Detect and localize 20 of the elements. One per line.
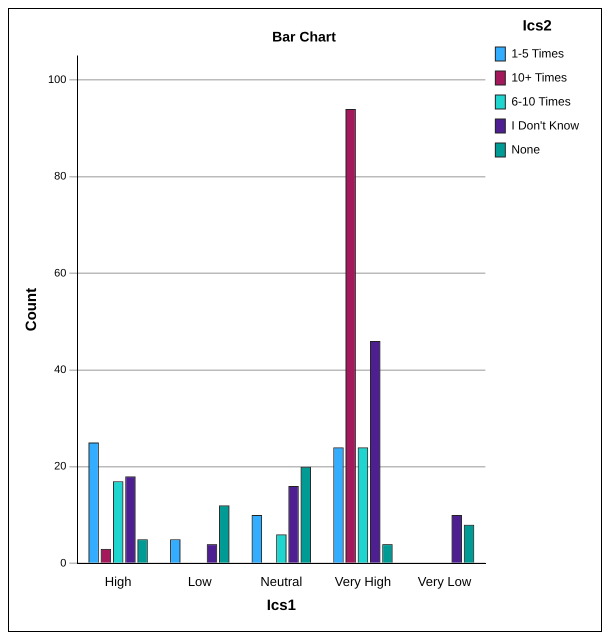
legend-label: 10+ Times [511,70,568,84]
legend-label: I Don't Know [511,118,580,132]
x-tick-label: Neutral [260,574,302,589]
y-tick-label: 60 [54,267,66,280]
x-tick-label: High [104,574,132,589]
y-axis-title: Count [23,288,40,332]
chart-title: Bar Chart [272,28,336,44]
x-tick-label: Very Low [418,574,472,589]
legend-label: None [511,142,540,156]
y-tick-label: 20 [54,460,66,473]
legend-title: Ics2 [522,18,552,35]
y-tick-label: 100 [48,74,66,86]
y-tick-label: 0 [60,557,66,570]
y-tick-label: 80 [54,170,66,183]
x-axis-title: Ics1 [266,597,296,614]
y-tick-label: 40 [54,364,66,376]
x-tick-label: Low [188,574,212,589]
x-tick-label: Very High [334,574,392,589]
legend-label: 1-5 Times [511,46,564,60]
legend-label: 6-10 Times [511,94,571,108]
